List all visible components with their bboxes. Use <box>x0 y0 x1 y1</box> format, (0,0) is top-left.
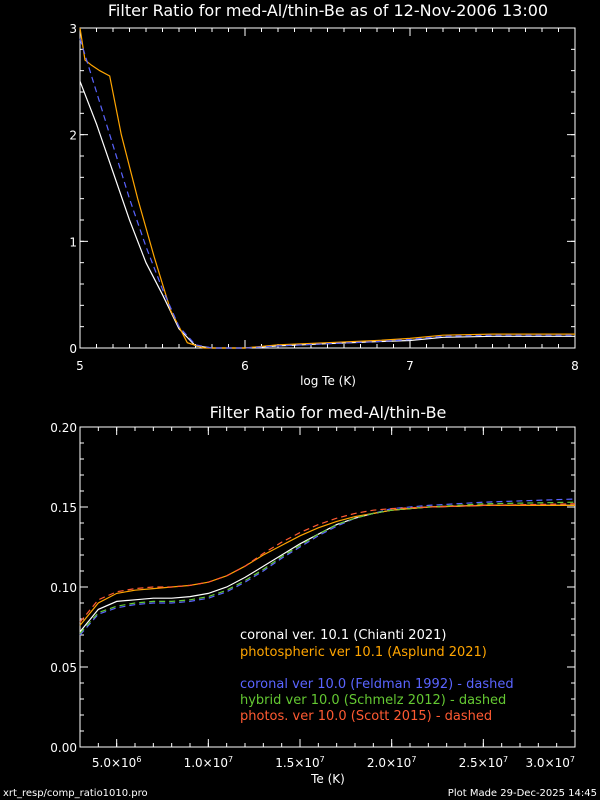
x-tick-label: 3.0×107 <box>525 755 575 770</box>
legend-entry-photospheric-10-1: photospheric ver 10.1 (Asplund 2021) <box>240 645 487 660</box>
x-tick-label: 8 <box>571 359 579 373</box>
chart-log-te: Filter Ratio for med-Al/thin-Be as of 12… <box>69 1 578 388</box>
chart-te: Filter Ratio for med-Al/thin-Be 5.0×106 1… <box>50 403 576 786</box>
legend-entry-hybrid-10-0: hybrid ver 10.0 (Schmelz 2012) - dashed <box>240 693 506 708</box>
series-line-photospheric-10-1 <box>79 27 575 349</box>
footer-timestamp: Plot Made 29-Dec-2025 14:45 <box>448 788 597 799</box>
footer-program: xrt_resp/comp_ratio1010.pro <box>3 788 148 799</box>
y-tick-label: 0 <box>69 342 77 356</box>
x-tick-label: 1.0×107 <box>184 755 234 770</box>
legend-entry-coronal-10-1: coronal ver. 10.1 (Chianti 2021) <box>240 628 446 643</box>
x-tick-label: 2.0×107 <box>367 755 417 770</box>
series-lines <box>79 27 575 349</box>
series-line-coronal-10-0 <box>79 498 576 636</box>
series-lines <box>79 498 576 636</box>
x-tick-label: 1.5×107 <box>275 755 325 770</box>
series-line-hybrid-10-0 <box>79 501 576 634</box>
y-tick-label: 3 <box>69 22 77 36</box>
y-tick-label: 0.00 <box>50 741 77 755</box>
x-tick-label: 5 <box>76 359 84 373</box>
y-tick-label: 0.05 <box>50 661 77 675</box>
x-axis-label: log Te (K) <box>300 374 356 388</box>
legend: coronal ver. 10.1 (Chianti 2021) photosph… <box>240 628 514 724</box>
series-line-photos-10-0 <box>79 503 576 623</box>
series-line-photospheric-10-1 <box>79 504 575 626</box>
y-tick-label: 2 <box>69 129 77 143</box>
y-tick-label: 0.15 <box>50 501 77 515</box>
legend-entry-photos-10-0: photos. ver 10.0 (Scott 2015) - dashed <box>240 709 492 724</box>
axis-ticks: 5.0×106 1.0×107 1.5×107 2.0×107 2.5×107 3.0×1… <box>50 421 576 770</box>
x-tick-label: 2.5×107 <box>459 755 509 770</box>
series-line-coronal-10-1 <box>79 81 575 349</box>
x-tick-label: 6 <box>241 359 249 373</box>
plot-frame <box>79 27 576 349</box>
chart-title: Filter Ratio for med-Al/thin-Be <box>210 403 447 422</box>
y-tick-label: 0.10 <box>50 581 77 595</box>
series-line-coronal-10-0 <box>79 38 575 349</box>
y-tick-label: 1 <box>69 235 77 249</box>
axis-ticks: 5 6 7 8 0 1 2 3 <box>69 22 578 373</box>
x-tick-label: 5.0×106 <box>92 755 142 770</box>
y-tick-label: 0.20 <box>50 421 77 435</box>
x-tick-label: 7 <box>406 359 414 373</box>
x-axis-label: Te (K) <box>310 772 345 786</box>
legend-entry-coronal-10-0: coronal ver 10.0 (Feldman 1992) - dashed <box>240 677 514 692</box>
chart-title: Filter Ratio for med-Al/thin-Be as of 12… <box>108 1 548 20</box>
